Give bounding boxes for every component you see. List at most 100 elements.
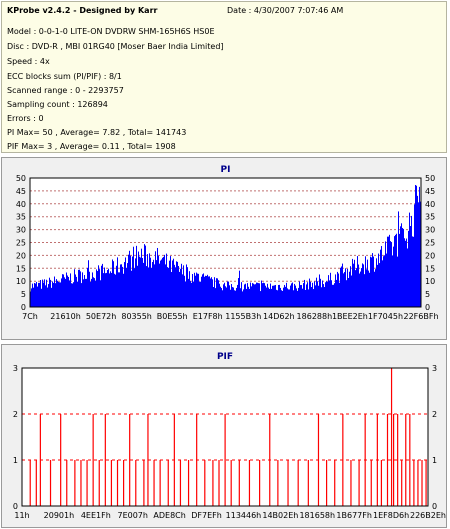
pif-bar bbox=[179, 460, 182, 506]
pi-bar bbox=[323, 284, 324, 307]
pi-bar bbox=[117, 257, 118, 307]
pi-bar bbox=[344, 272, 345, 307]
pi-bar bbox=[250, 282, 251, 307]
pi-bar bbox=[164, 254, 165, 307]
pi-bar bbox=[102, 263, 103, 307]
pi-bar bbox=[156, 260, 157, 307]
pi-bar bbox=[52, 281, 53, 307]
pi-bar bbox=[51, 287, 52, 307]
pi-bar bbox=[179, 271, 180, 307]
pi-bar bbox=[309, 278, 310, 307]
pif-bar bbox=[425, 460, 427, 506]
pi-bar bbox=[301, 285, 302, 307]
pi-bar bbox=[147, 254, 148, 307]
pif-bar bbox=[187, 460, 190, 506]
pi-bar bbox=[279, 284, 280, 307]
pi-bar bbox=[336, 279, 337, 307]
pi-bar bbox=[235, 290, 236, 307]
pi-bar bbox=[232, 287, 233, 307]
pi-bar bbox=[302, 288, 303, 307]
pi-bar bbox=[222, 290, 223, 307]
pi-bar bbox=[197, 273, 198, 307]
pi-bar bbox=[282, 290, 283, 307]
pi-bar bbox=[390, 241, 391, 307]
x-tick-label: 226B2Eh bbox=[410, 511, 446, 520]
pi-bar bbox=[378, 253, 379, 307]
pif-bar bbox=[409, 414, 411, 506]
pi-bar bbox=[77, 281, 78, 307]
pi-bar bbox=[168, 267, 169, 307]
pi-bar bbox=[261, 280, 262, 307]
pi-bar bbox=[318, 285, 319, 307]
x-tick-label: 1155B3h bbox=[225, 312, 261, 321]
pif-bar bbox=[397, 414, 399, 506]
pi-bar bbox=[104, 267, 105, 307]
pi-bar bbox=[234, 290, 235, 307]
y-tick-label-left: 50 bbox=[16, 174, 26, 183]
pi-bar bbox=[377, 264, 378, 307]
pi-bar bbox=[202, 274, 203, 307]
pi-bar bbox=[268, 287, 269, 307]
pi-bar bbox=[389, 234, 390, 307]
pi-bar bbox=[244, 284, 245, 307]
pi-bar bbox=[120, 264, 121, 307]
pi-bar bbox=[331, 280, 332, 307]
x-tick-label: 11h bbox=[14, 511, 29, 520]
pi-bar bbox=[127, 263, 128, 307]
pi-bar bbox=[255, 284, 256, 307]
pif-bar bbox=[421, 460, 423, 506]
pi-bar bbox=[314, 281, 315, 307]
pi-bar bbox=[402, 227, 403, 307]
pi-bar bbox=[409, 212, 410, 307]
pif-bar bbox=[392, 414, 395, 506]
pi-bar bbox=[356, 268, 357, 307]
pi-bar bbox=[248, 286, 249, 307]
pi-bar bbox=[166, 253, 167, 307]
info-disc: Disc : DVD-R , MBI 01RG40 [Moser Baer In… bbox=[7, 42, 224, 51]
pi-bar bbox=[39, 282, 40, 307]
pi-bar bbox=[150, 257, 151, 307]
pi-bar bbox=[262, 283, 263, 307]
pi-bar bbox=[297, 290, 298, 307]
pif-bar bbox=[405, 414, 407, 506]
pif-bar bbox=[317, 414, 320, 506]
pi-bar bbox=[53, 282, 54, 307]
pi-bar bbox=[371, 257, 372, 307]
pi-bar bbox=[122, 266, 123, 307]
pif-bar bbox=[153, 460, 155, 506]
pi-bar bbox=[236, 287, 237, 307]
pi-bar bbox=[65, 278, 66, 307]
pi-bar bbox=[373, 256, 374, 307]
pi-bar bbox=[263, 282, 264, 307]
info-model: Model : 0-0-1-0 LITE-ON DVDRW SHM-165H6S… bbox=[7, 27, 215, 36]
x-tick-label: 7Ch bbox=[22, 312, 38, 321]
pi-bar bbox=[47, 287, 48, 307]
pi-bar bbox=[316, 277, 317, 307]
x-tick-label: E17F8h bbox=[193, 312, 223, 321]
pi-bar bbox=[357, 256, 358, 307]
plot-border-top bbox=[29, 177, 422, 308]
y-tick-label-right: 35 bbox=[425, 213, 435, 222]
pi-bar bbox=[295, 285, 296, 307]
pi-bar bbox=[253, 283, 254, 307]
pif-bar bbox=[413, 460, 415, 506]
x-tick-label: ADE8Ch bbox=[153, 511, 185, 520]
pi-bar bbox=[98, 265, 99, 307]
pi-bar bbox=[352, 258, 353, 307]
pi-bar bbox=[55, 283, 56, 307]
x-tick-label: 1EF8D6h bbox=[373, 511, 409, 520]
pi-bar bbox=[138, 251, 139, 307]
pi-bar bbox=[194, 272, 195, 307]
pi-bar bbox=[276, 289, 277, 307]
pi-bar bbox=[48, 284, 49, 307]
pif-bar bbox=[212, 460, 214, 506]
pi-bar bbox=[181, 263, 182, 307]
pi-bar bbox=[386, 253, 387, 307]
pi-bar bbox=[81, 283, 82, 307]
pi-bar bbox=[126, 267, 127, 307]
pi-bar bbox=[310, 281, 311, 307]
pi-bar bbox=[105, 273, 106, 307]
pi-bar bbox=[233, 287, 234, 307]
pi-bar bbox=[265, 285, 266, 307]
pif-bar bbox=[380, 460, 383, 506]
